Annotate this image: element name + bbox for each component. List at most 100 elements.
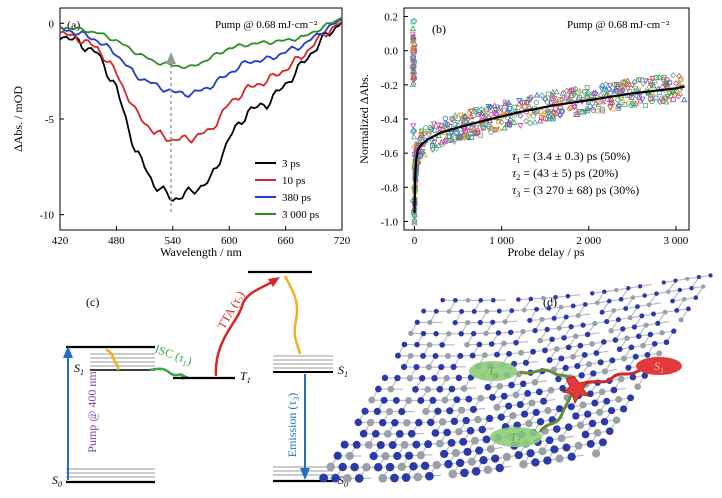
nitrogen-atom xyxy=(589,291,595,296)
nitrogen-atom xyxy=(516,401,524,409)
carbon-atom xyxy=(426,341,433,348)
panel-b-ytick-label: 0.0 xyxy=(384,46,398,58)
panel-b-data-point xyxy=(531,118,539,125)
panel-a-xtick-label: 660 xyxy=(277,235,294,247)
panel-b-data-point xyxy=(491,127,499,134)
carbon-atom xyxy=(378,473,388,483)
panel-b-data-point xyxy=(504,106,511,112)
panel-a-transient-absorption-spectra: (a) Pump @ 0.68 mJ·cm⁻² 420 480 540 600 660 7… xyxy=(11,7,351,259)
nitrogen-atom xyxy=(436,385,444,393)
carbon-atom xyxy=(416,451,425,460)
nitrogen-atom xyxy=(415,418,423,427)
nitrogen-atom xyxy=(602,289,607,294)
nitrogen-atom xyxy=(604,318,610,325)
panel-b-data-point xyxy=(502,99,508,105)
panel-b-data-point xyxy=(457,112,464,119)
nitrogen-atom xyxy=(535,388,543,396)
carbon-atom xyxy=(435,439,444,448)
carbon-atom xyxy=(509,412,517,420)
panel-a-xtick-label: 420 xyxy=(52,235,69,247)
panel-b-data-point xyxy=(559,108,565,114)
carbon-atom xyxy=(446,308,452,314)
nitrogen-atom xyxy=(478,298,484,303)
nitrogen-atom xyxy=(626,286,631,291)
carbon-atom xyxy=(595,408,604,416)
nitrogen-atom xyxy=(378,418,387,427)
panel-b-data-point xyxy=(472,130,479,136)
nitrogen-atom xyxy=(677,287,683,293)
nitrogen-atom xyxy=(438,364,445,371)
singlet-label: S1 xyxy=(654,359,664,375)
panel-a-series-line xyxy=(59,20,343,144)
nitrogen-atom xyxy=(439,342,445,348)
nitrogen-atom xyxy=(395,429,404,438)
tau-1-line: τ1 = (3.4 ± 0.3) ps (50%) xyxy=(512,149,630,165)
nitrogen-atom xyxy=(612,337,619,343)
carbon-atom xyxy=(531,379,539,386)
nitrogen-atom xyxy=(412,386,419,393)
carbon-atom xyxy=(451,448,460,458)
carbon-atom xyxy=(570,353,577,360)
carbon-atom xyxy=(438,418,447,426)
panel-b-data-point xyxy=(622,79,627,85)
nitrogen-atom xyxy=(444,459,453,469)
panel-b-data-point xyxy=(489,127,496,133)
nitrogen-atom xyxy=(338,462,347,472)
panel-b-data-point xyxy=(449,116,456,122)
panel-c-energy-diagram: (c) S1 S0 Pump @ 400 nm I xyxy=(52,270,348,489)
panel-b-data-point xyxy=(613,81,620,88)
panel-b-data-point xyxy=(453,130,460,136)
panel-a-xtick-label: 720 xyxy=(334,235,351,247)
carbon-atom xyxy=(621,355,628,362)
panel-b-data-point xyxy=(585,108,591,114)
panel-b-data-point xyxy=(432,127,438,133)
panel-b-data-point xyxy=(540,111,546,119)
tta-arrow xyxy=(214,280,273,377)
panel-b-data-point xyxy=(619,87,626,94)
nitrogen-atom xyxy=(635,304,640,310)
panel-b-ytick-label: -0.4 xyxy=(381,114,399,126)
panel-a-series-line xyxy=(59,16,343,69)
nitrogen-atom xyxy=(390,473,399,483)
panel-a-axes: 420 480 540 600 660 720 0 -5 -10 xyxy=(39,18,350,247)
nitrogen-atom xyxy=(597,359,604,366)
nitrogen-atom xyxy=(496,308,502,314)
panel-b-data-point xyxy=(598,86,605,93)
nitrogen-atom xyxy=(673,278,678,283)
nitrogen-atom xyxy=(558,355,565,362)
carbon-atom xyxy=(366,418,375,427)
carbon-atom xyxy=(477,394,485,402)
nitrogen-atom xyxy=(553,294,558,300)
panel-b-data-point xyxy=(584,85,590,90)
nitrogen-atom xyxy=(550,445,559,454)
carbon-atom xyxy=(483,330,489,337)
panel-b-data-point xyxy=(645,89,652,96)
nitrogen-atom xyxy=(674,308,680,313)
nitrogen-atom xyxy=(528,296,534,302)
nitrogen-atom xyxy=(420,352,427,359)
nitrogen-atom xyxy=(374,462,383,472)
panel-b-data-point xyxy=(465,134,472,140)
panel-a-legend-label: 3 000 ps xyxy=(282,209,319,221)
nitrogen-atom xyxy=(564,423,573,431)
carbon-atom xyxy=(528,399,536,407)
nitrogen-atom xyxy=(462,416,470,425)
carbon-atom xyxy=(659,330,665,336)
panel-b-data-point xyxy=(482,121,489,128)
panel-a-ytick-label: 0 xyxy=(49,18,55,30)
panel-b-data-point xyxy=(487,104,494,111)
carbon-atom xyxy=(422,407,430,416)
panel-b-data-point xyxy=(678,76,684,82)
panel-b-data-point xyxy=(527,120,533,126)
nitrogen-atom xyxy=(663,339,670,346)
nitrogen-atom xyxy=(469,352,476,359)
nitrogen-atom xyxy=(536,417,545,426)
nitrogen-atom xyxy=(446,407,454,415)
nitrogen-atom xyxy=(443,428,451,437)
nitrogen-atom xyxy=(546,305,552,311)
carbon-atom xyxy=(612,416,621,424)
carbon-atom xyxy=(594,300,600,306)
nitrogen-atom xyxy=(509,308,515,314)
panel-b-data-point xyxy=(653,95,659,101)
nitrogen-atom xyxy=(616,346,623,353)
